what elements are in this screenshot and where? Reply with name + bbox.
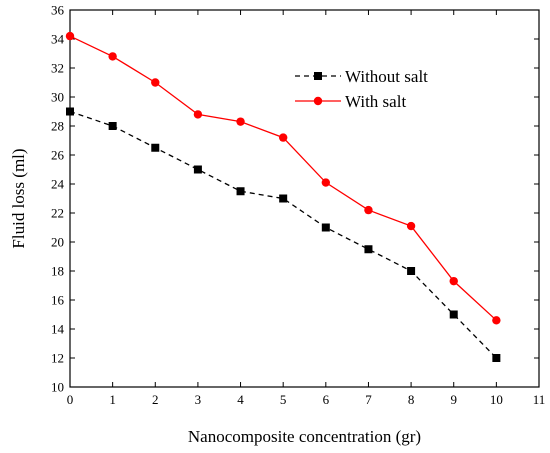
x-tick-label: 1	[109, 392, 116, 407]
y-tick-label: 10	[51, 380, 64, 395]
series-line-without-salt	[69, 110, 497, 359]
data-point-without-salt	[279, 194, 288, 203]
y-tick-label: 20	[51, 235, 64, 250]
x-tick-label: 3	[195, 392, 202, 407]
x-axis-title: Nanocomposite concentration (gr)	[188, 427, 421, 446]
data-point-with-salt	[193, 110, 203, 119]
data-point-without-salt	[193, 165, 202, 174]
data-point-without-salt	[492, 354, 501, 362]
data-point-with-salt	[108, 52, 117, 61]
y-axis-ticks: 10 12 14 16 18 20 22 24 26 28 30 32 34 36	[51, 3, 539, 395]
x-tick-label: 9	[450, 392, 457, 407]
data-point-with-salt	[406, 221, 416, 231]
legend-marker-without-salt	[314, 72, 322, 80]
y-tick-label: 24	[51, 177, 65, 192]
legend-label-with-salt: With salt	[345, 92, 406, 111]
data-point-with-salt	[278, 133, 288, 142]
data-point-with-salt	[236, 117, 245, 126]
data-point-without-salt	[449, 310, 458, 319]
x-tick-label: 8	[408, 392, 415, 407]
series-line-with-salt	[69, 35, 497, 321]
y-tick-label: 26	[51, 148, 65, 163]
plot-border	[69, 9, 540, 388]
x-tick-label: 0	[67, 392, 74, 407]
x-tick-label: 5	[280, 392, 287, 407]
x-tick-label: 10	[490, 392, 503, 407]
plot-frame	[69, 9, 540, 388]
y-tick-label: 14	[51, 322, 65, 337]
y-tick-label: 12	[51, 351, 64, 366]
x-tick-label: 7	[365, 392, 372, 407]
legend: Without salt With salt	[295, 67, 428, 111]
data-point-with-salt	[449, 276, 458, 286]
data-point-without-salt	[66, 107, 74, 116]
y-tick-label: 18	[51, 264, 64, 279]
x-axis-ticks: 0 1 2 3 4 5 6 7 8 9 10 11	[67, 10, 546, 407]
data-point-without-salt	[321, 223, 330, 232]
data-point-with-salt	[492, 316, 501, 325]
data-point-without-salt	[407, 267, 416, 275]
data-point-with-salt	[151, 78, 160, 87]
y-tick-label: 22	[51, 206, 64, 221]
y-tick-label: 16	[51, 293, 65, 308]
x-tick-label: 2	[152, 392, 159, 407]
x-tick-label: 11	[533, 392, 546, 407]
y-tick-label: 32	[51, 61, 64, 76]
data-point-without-salt	[108, 122, 117, 130]
y-tick-label: 36	[51, 3, 65, 18]
y-tick-label: 34	[51, 32, 65, 47]
data-point-without-salt	[364, 245, 373, 254]
series-layer	[65, 31, 501, 362]
x-tick-label: 4	[237, 392, 244, 407]
legend-label-without-salt: Without salt	[345, 67, 428, 86]
data-point-without-salt	[151, 143, 160, 152]
x-tick-label: 6	[323, 392, 330, 407]
y-tick-label: 30	[51, 90, 64, 105]
y-tick-label: 28	[51, 119, 64, 134]
data-point-without-salt	[236, 187, 245, 196]
y-axis-title: Fluid loss (ml)	[9, 148, 28, 248]
data-point-with-salt	[65, 31, 75, 41]
data-point-with-salt	[321, 178, 331, 187]
data-point-with-salt	[364, 205, 373, 215]
legend-marker-with-salt	[313, 96, 323, 106]
